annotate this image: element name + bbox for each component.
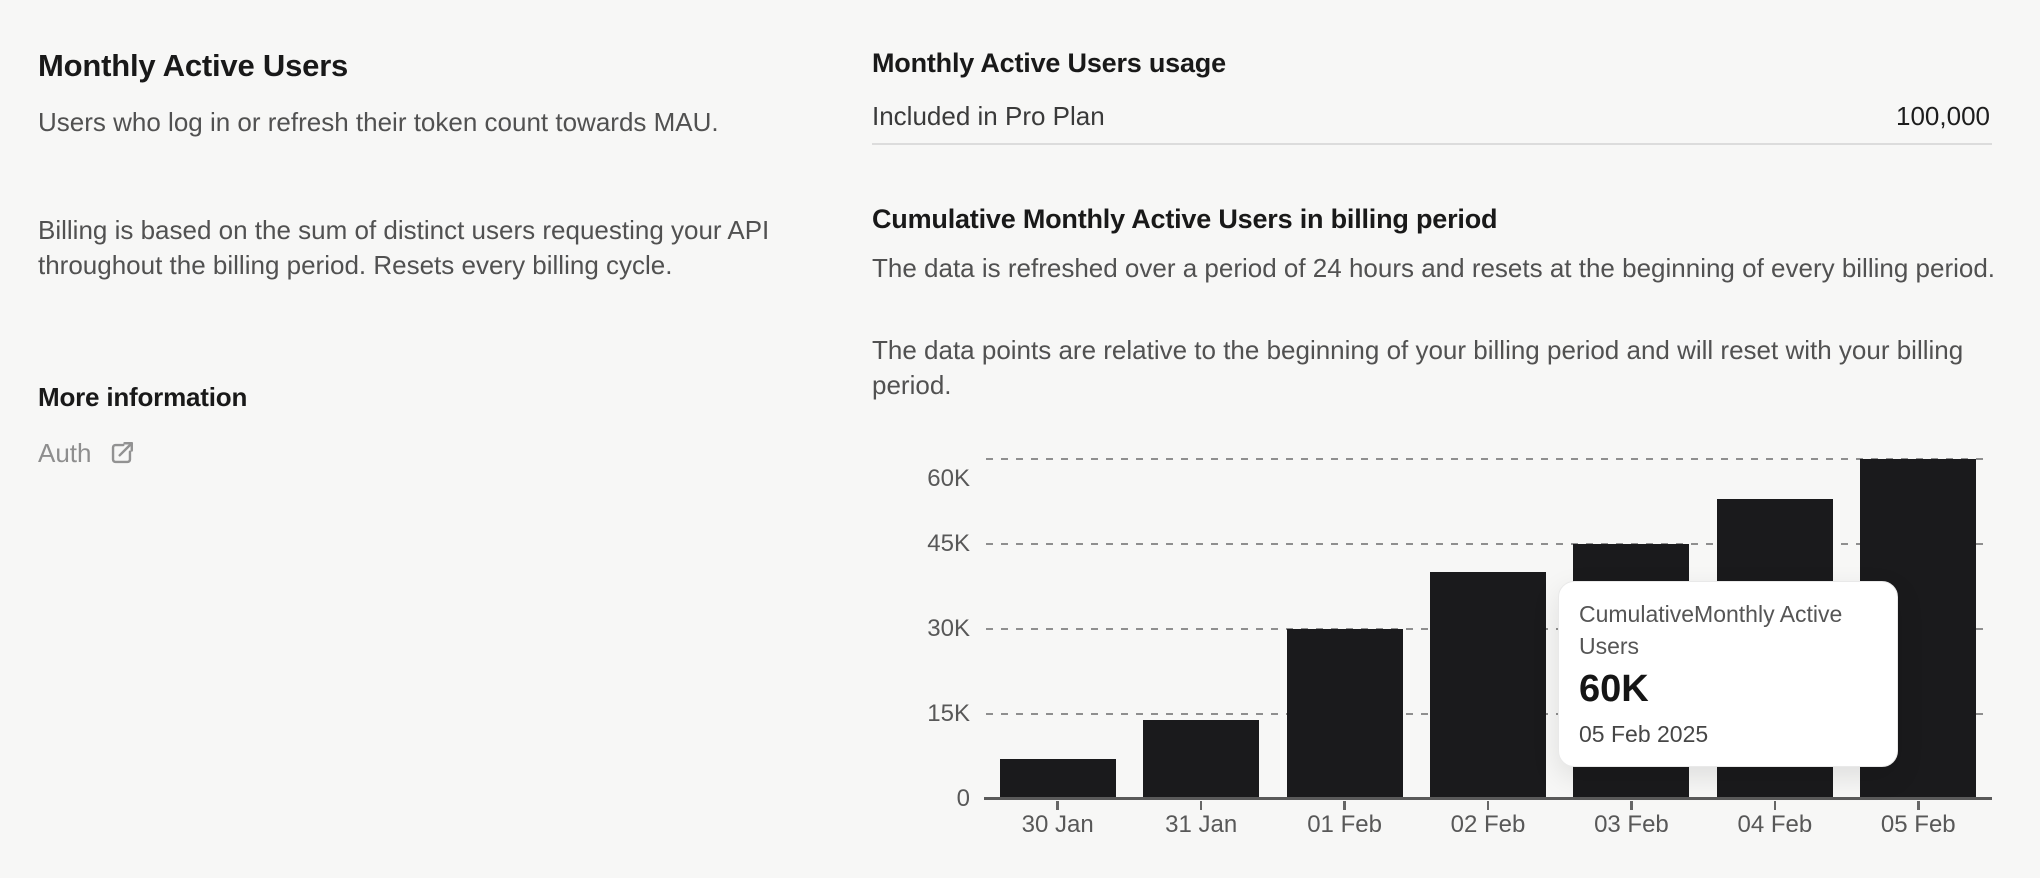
chart-note-relative: The data points are relative to the begi… [872,335,1964,400]
more-information-heading: More information [38,382,248,412]
x-axis-line [984,797,1992,800]
y-axis-tick-label: 45K [927,530,970,557]
x-axis-tick [1630,801,1633,810]
y-axis-tick-label: 30K [927,615,970,642]
chart-section-title: Cumulative Monthly Active Users in billi… [872,204,1498,234]
x-axis-tick-label: 30 Jan [1021,811,1094,838]
bar-02-feb[interactable] [1430,572,1546,799]
gridline-60k [986,458,1990,460]
x-axis-tick [1917,801,1920,810]
auth-link[interactable]: Auth [38,437,136,469]
metric-description: Users who log in or refresh their token … [38,107,719,137]
plan-row-value: 100,000 [1896,101,1990,131]
page-title: Monthly Active Users [38,48,349,83]
bar-30-jan[interactable] [999,759,1116,799]
bar-31-jan[interactable] [1143,719,1260,799]
plan-row-divider [872,143,1992,145]
x-axis-tick [1773,801,1777,810]
x-axis-tick-label: 05 Feb [1880,811,1956,838]
x-axis-tick-label: 02 Feb [1450,811,1526,838]
x-axis-tick-label: 31 Jan [1165,811,1238,838]
external-link-icon [107,439,136,468]
bar-01-feb[interactable] [1286,629,1403,799]
billing-note: Billing is based on the sum of distinct … [38,215,770,280]
x-axis-tick-label: 03 Feb [1594,811,1669,838]
auth-link-label: Auth [38,438,92,468]
x-axis-tick [1343,801,1346,810]
x-axis-tick [1199,801,1203,810]
chart-note-refresh: The data is refreshed over a period of 2… [872,253,1996,283]
x-axis-tick [1056,801,1059,810]
y-axis-tick-label: 60K [927,465,970,492]
y-axis-tick-label: 0 [956,785,970,812]
gridline-45k [986,543,1990,545]
tooltip-date: 05 Feb 2025 [1579,721,1709,747]
usage-panel-title: Monthly Active Users usage [872,48,1226,78]
x-axis-tick-label: 04 Feb [1737,811,1813,838]
plan-row-label: Included in Pro Plan [872,101,1105,131]
tooltip-value: 60K [1579,668,1649,710]
x-axis-tick-label: 01 Feb [1307,811,1382,838]
plan-row: Included in Pro Plan 100,000 [872,101,1990,132]
y-axis-tick-label: 15K [927,700,970,727]
chart-tooltip: CumulativeMonthly Active Users 60K 05 Fe… [1558,581,1898,767]
tooltip-series-label: CumulativeMonthly Active Users [1579,601,1843,659]
x-axis-tick [1486,801,1490,810]
